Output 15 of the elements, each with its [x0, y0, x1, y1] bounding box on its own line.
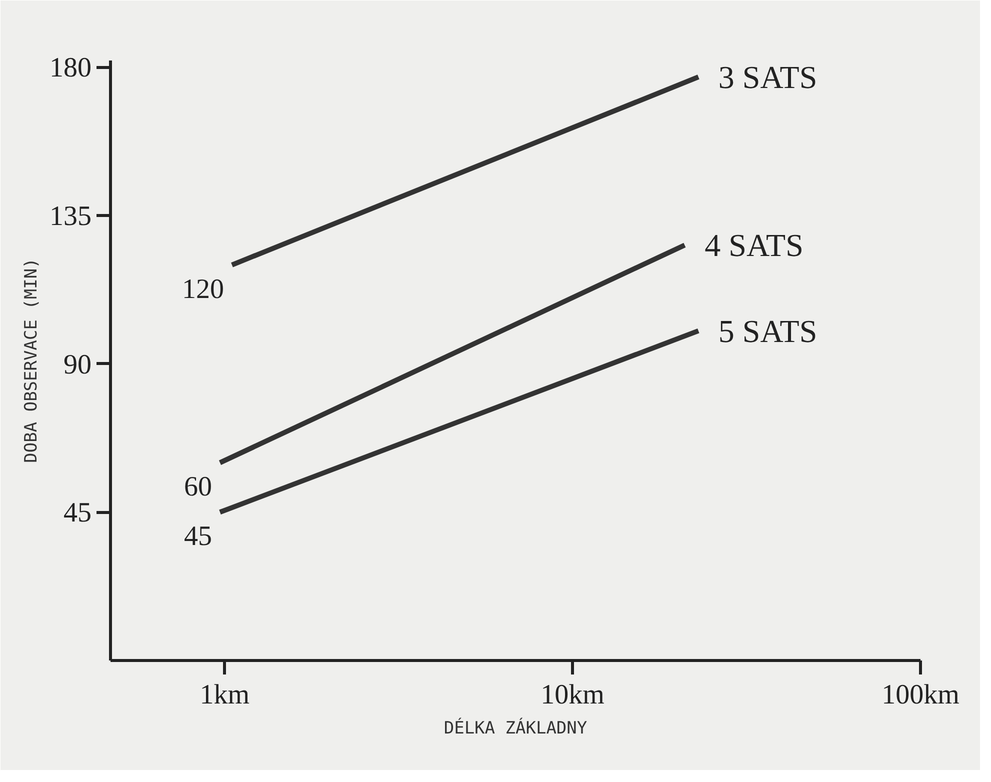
y-tick-label: 45	[64, 498, 92, 529]
x-axis-title: DÉLKA ZÁKLADNY	[444, 718, 588, 738]
x-tick-label: 1km	[200, 680, 250, 710]
x-tick-label: 100km	[882, 680, 960, 710]
series-label: 4 SATS	[704, 227, 804, 264]
data-label: 45	[184, 521, 212, 552]
y-axis-title: DOBA OBSERVACE (MIN)	[22, 258, 42, 463]
data-label: 60	[184, 472, 212, 503]
y-tick-label: 90	[64, 349, 92, 380]
y-tick-label: 180	[50, 52, 92, 84]
data-label: 120	[182, 274, 224, 305]
series-label: 5 SATS	[718, 312, 818, 349]
y-tick-label: 135	[50, 200, 92, 232]
series-label: 3 SATS	[718, 58, 818, 95]
x-tick-label: 10km	[540, 680, 605, 710]
